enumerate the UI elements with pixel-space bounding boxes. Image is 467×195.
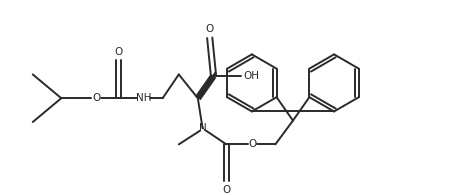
Text: O: O (222, 185, 231, 195)
Text: O: O (92, 93, 100, 103)
Text: NH: NH (136, 93, 151, 103)
Polygon shape (198, 72, 215, 98)
Text: O: O (114, 47, 122, 57)
Text: N: N (198, 123, 206, 133)
Text: O: O (205, 24, 214, 34)
Text: OH: OH (243, 71, 259, 81)
Text: O: O (248, 139, 257, 149)
